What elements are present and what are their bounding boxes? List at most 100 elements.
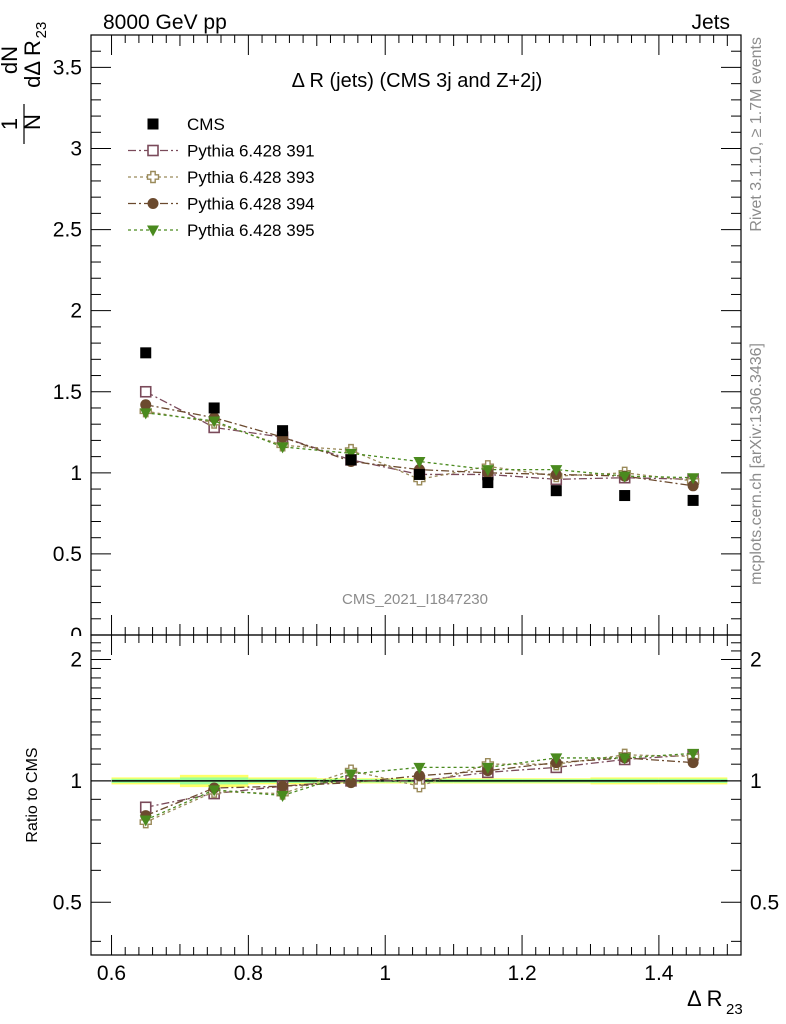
data-point — [687, 473, 700, 485]
legend-entry: Pythia 6.428 394 — [128, 195, 315, 214]
x-tick-label: 1.2 — [507, 962, 536, 985]
x-tick-label: 0.8 — [234, 962, 263, 985]
svg-text:N: N — [20, 114, 45, 130]
ratio-point — [413, 762, 426, 774]
header-right: Jets — [691, 11, 730, 34]
ratio-y-tick-label-right: 0.5 — [750, 891, 779, 914]
ratio-y-axis-label: Ratio to CMS — [24, 747, 41, 842]
legend-marker — [147, 118, 159, 130]
legend-marker — [147, 225, 159, 237]
y-tick-label: 1.5 — [53, 381, 82, 404]
data-point — [550, 485, 562, 497]
legend-marker — [146, 170, 160, 184]
ratio-y-tick-label-right: 2 — [750, 648, 762, 671]
y-tick-label: 0.5 — [53, 543, 82, 566]
ratio-point — [687, 748, 700, 760]
ratio-series-394 — [140, 752, 699, 822]
x-tick-labels: 0.6 0.8 1 1.2 1.4 — [97, 962, 674, 985]
y-tick-label: 3 — [70, 138, 82, 161]
data-point — [481, 465, 494, 477]
x-tick-label: 1.4 — [644, 962, 674, 985]
data-point — [550, 465, 563, 477]
ratio-point — [277, 780, 289, 792]
legend-entry: Pythia 6.428 393 — [128, 168, 315, 187]
ratio-series-393 — [139, 748, 700, 829]
ratio-point — [208, 785, 221, 797]
data-point — [140, 347, 152, 359]
series-cms — [140, 347, 699, 506]
ratio-y-tick-label-right: 1 — [750, 770, 762, 793]
y-tick-label-zero: 0 — [70, 624, 82, 647]
series-line — [145, 404, 694, 487]
data-point — [619, 490, 631, 502]
x-tick-label: 1 — [379, 962, 391, 985]
chart-title: Δ R (jets) (CMS 3j and Z+2j) — [292, 70, 543, 92]
ratio-point — [550, 753, 563, 765]
data-point — [413, 468, 425, 480]
svg-text:dN: dN — [0, 46, 22, 74]
ratio-y-tick-label: 0.5 — [53, 891, 82, 914]
data-point — [139, 408, 152, 420]
ratio-point — [345, 777, 357, 789]
main-y-tick-labels: 0.5 1 1.5 2 2.5 3 3.5 0 — [53, 56, 90, 650]
data-point — [482, 477, 494, 489]
svg-text:dΔ R: dΔ R — [20, 40, 45, 88]
ratio-point — [139, 815, 152, 827]
data-point — [208, 416, 221, 428]
data-point — [208, 402, 220, 414]
ratio-y-tick-labels: 0.5 0.5 1 1 2 2 — [53, 648, 779, 914]
ratio-series-395 — [139, 748, 700, 827]
svg-text:23: 23 — [726, 1001, 743, 1018]
data-point — [345, 454, 357, 466]
main-y-axis-label: 1 N dN dΔ R 23 — [0, 22, 50, 144]
data-point — [687, 494, 699, 506]
data-point — [618, 471, 631, 483]
ratio-point — [345, 769, 357, 781]
ratio-plot-frame — [90, 634, 742, 956]
x-axis-label: Δ R 23 — [687, 986, 743, 1018]
zero-label-mask — [60, 636, 90, 650]
legend-entry: Pythia 6.428 391 — [128, 142, 315, 161]
legend-label: Pythia 6.428 391 — [187, 142, 315, 161]
data-point — [277, 425, 289, 437]
main-axis-ticks — [91, 34, 741, 636]
ratio-point — [481, 762, 494, 774]
ratio-point — [413, 770, 425, 782]
series-pythia-395 — [139, 408, 700, 485]
legend-marker — [147, 144, 159, 157]
rivet-label: Rivet 3.1.10, ≥ 1.7M events — [748, 37, 765, 232]
ratio-y-tick-label: 1 — [70, 770, 82, 793]
data-point — [413, 456, 426, 468]
legend-entry: CMS — [147, 115, 225, 134]
y-tick-label: 2.5 — [53, 219, 82, 242]
ratio-point — [413, 780, 426, 793]
legend: CMS Pythia 6.428 391 Pythia 6.428 393 Pythi… — [128, 115, 315, 240]
ratio-panel: 0.5 0.5 1 1 2 2 Ratio to CMS — [24, 634, 779, 956]
legend-label: CMS — [187, 115, 225, 134]
analysis-label: CMS_2021_I1847230 — [342, 591, 488, 608]
data-point — [276, 442, 289, 454]
ratio-series — [139, 748, 700, 829]
y-tick-label: 2 — [70, 300, 82, 323]
ratio-point — [687, 757, 699, 769]
svg-text:1: 1 — [0, 118, 22, 130]
legend-label: Pythia 6.428 395 — [187, 221, 315, 240]
y-tick-label: 3.5 — [53, 56, 82, 79]
ratio-y-tick-label: 2 — [70, 648, 82, 671]
data-point — [687, 480, 699, 492]
ratio-point — [618, 753, 631, 765]
series-line — [145, 412, 694, 479]
ratio-axis-ticks — [91, 635, 741, 955]
data-point — [140, 399, 152, 411]
main-panel: 0.5 1 1.5 2 2.5 3 3.5 0 Δ R (jets) (CMS 3j and … — [53, 34, 742, 650]
main-series — [139, 347, 700, 506]
mcplots-label: mcplots.cern.ch [arXiv:1306.3436] — [748, 343, 765, 585]
legend-entry: Pythia 6.428 395 — [128, 221, 315, 240]
y-tick-label: 1 — [70, 462, 82, 485]
header-left: 8000 GeV pp — [103, 11, 227, 34]
ratio-point — [276, 790, 289, 802]
x-tick-label: 0.6 — [97, 962, 126, 985]
svg-text:23: 23 — [33, 22, 50, 39]
legend-label: Pythia 6.428 394 — [187, 195, 315, 214]
